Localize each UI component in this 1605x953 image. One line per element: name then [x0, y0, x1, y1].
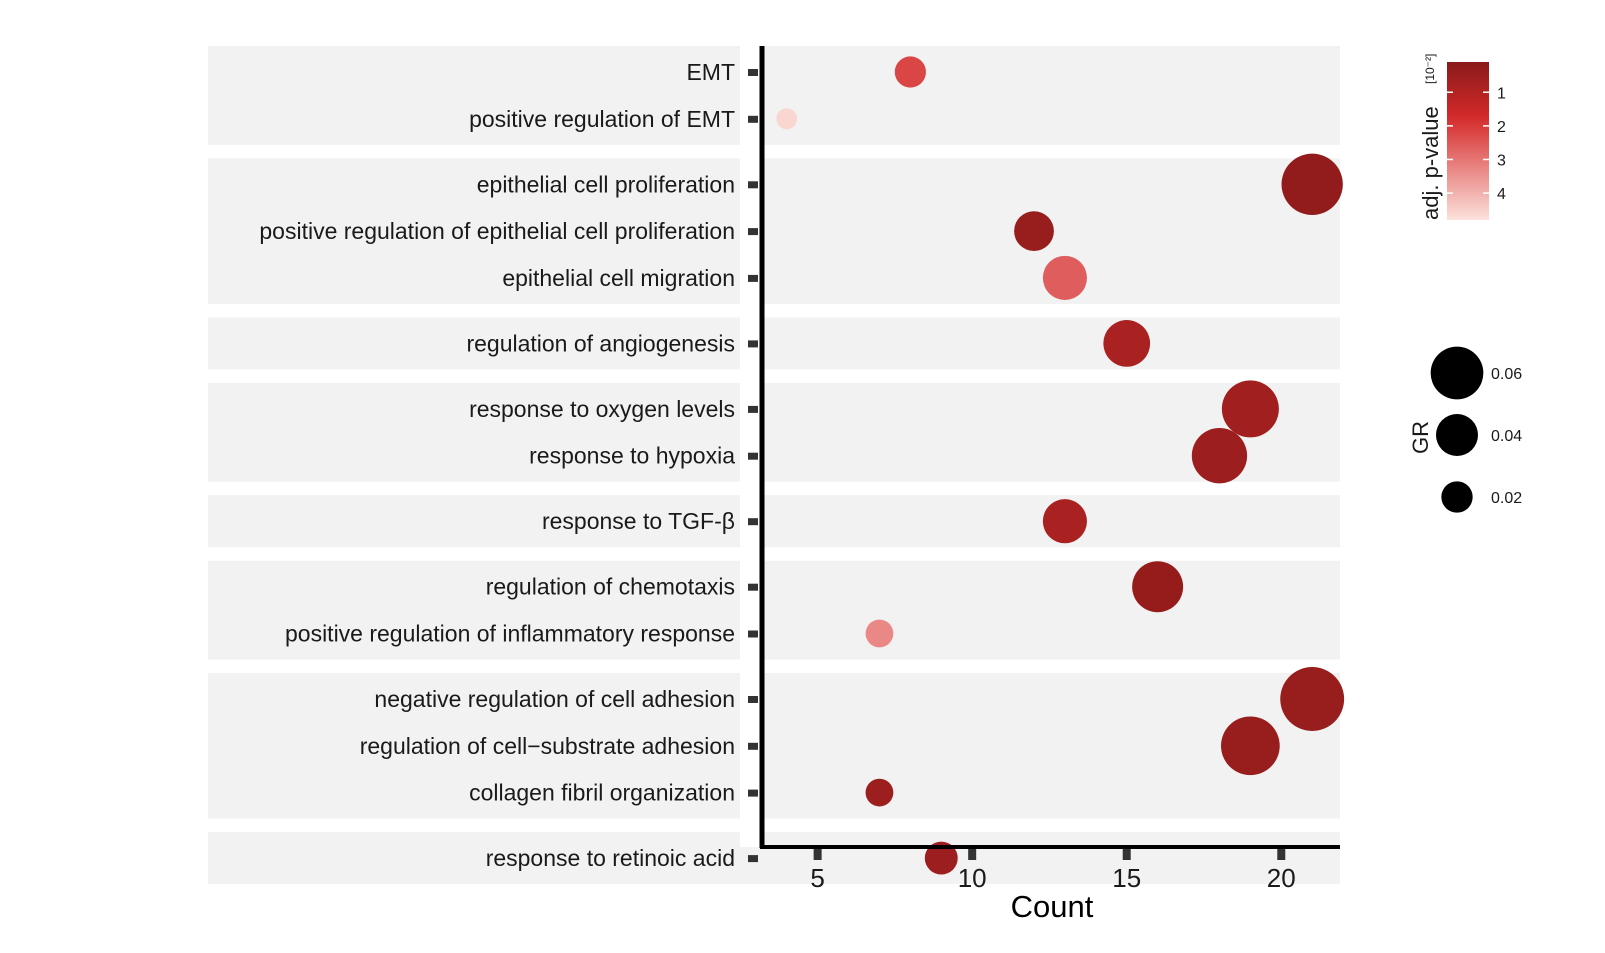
term-label: response to oxygen levels [469, 396, 735, 422]
data-point [1280, 667, 1345, 731]
color-legend-tick-label: 4 [1497, 186, 1506, 203]
x-axis-ticks: 5 10 15 20 [810, 848, 1296, 893]
x-tick-mark [968, 848, 977, 860]
y-tick-mark [748, 181, 758, 189]
data-point [1191, 428, 1248, 484]
data-point [1132, 561, 1184, 613]
data-point [1042, 255, 1087, 300]
term-label: negative regulation of cell adhesion [374, 686, 735, 712]
data-point [1014, 211, 1054, 252]
term-group-band [208, 673, 1340, 819]
size-legend-circle [1435, 413, 1479, 457]
color-legend-tick-label: 2 [1497, 119, 1506, 136]
axes [748, 46, 1340, 863]
x-tick-label: 5 [810, 863, 824, 893]
size-legend-circle [1430, 346, 1484, 400]
x-tick-mark [1277, 848, 1286, 860]
data-point [894, 56, 926, 88]
y-tick-mark [748, 405, 758, 413]
y-tick-mark [748, 789, 758, 797]
term-group-band [208, 46, 1340, 145]
axis-gap [740, 44, 762, 847]
y-tick-mark [748, 452, 758, 460]
data-point [1221, 380, 1279, 438]
size-legend-label: 0.02 [1491, 490, 1522, 507]
term-label: response to hypoxia [529, 443, 735, 469]
size-legend-label: 0.04 [1491, 428, 1522, 445]
data-point [1042, 499, 1087, 544]
data-point [865, 778, 894, 807]
term-group-band [208, 382, 1340, 482]
y-tick-mark [748, 742, 758, 750]
data-point [1281, 153, 1343, 215]
x-tick-label: 20 [1267, 863, 1296, 893]
term-label: regulation of chemotaxis [486, 574, 735, 600]
size-legend-title: GR [1408, 421, 1433, 454]
term-group-band [208, 495, 1340, 548]
y-axis-term-labels: EMT positive regulation of EMT epithelial … [259, 59, 735, 871]
y-tick-mark [748, 583, 758, 591]
term-label: epithelial cell proliferation [477, 171, 735, 197]
term-label: regulation of angiogenesis [466, 330, 735, 356]
data-point [924, 841, 958, 875]
term-label: EMT [686, 59, 735, 85]
x-tick-mark [1122, 848, 1131, 860]
y-tick-mark [748, 855, 758, 863]
data-point [865, 619, 894, 648]
term-label: regulation of cell−substrate adhesion [360, 733, 735, 759]
size-legend-label: 0.06 [1491, 366, 1522, 383]
term-label: epithelial cell migration [502, 265, 735, 291]
x-axis-title: Count [1011, 889, 1094, 924]
x-tick-label: 15 [1112, 863, 1141, 893]
color-legend-bar [1447, 62, 1489, 220]
data-point [776, 108, 798, 130]
y-tick-mark [748, 630, 758, 638]
data-point [1221, 716, 1280, 776]
y-tick-mark [748, 69, 758, 76]
color-legend-tick-label: 3 [1497, 152, 1506, 169]
color-legend-tick-label: 1 [1497, 85, 1506, 102]
term-label: collagen fibril organization [469, 780, 735, 806]
y-tick-mark [748, 696, 758, 703]
term-label: response to retinoic acid [486, 845, 735, 871]
data-points [776, 56, 1345, 875]
term-label: response to TGF-β [542, 508, 735, 534]
term-group-band [208, 832, 1340, 885]
color-legend-unit: [10⁻²] [1423, 54, 1437, 84]
size-legend-circle [1441, 481, 1473, 513]
y-tick-mark [748, 518, 758, 526]
y-tick-mark [748, 274, 758, 282]
x-tick-mark [813, 848, 822, 860]
color-legend-title: adj. p-value [1418, 106, 1443, 220]
term-label: positive regulation of epithelial cell p… [259, 218, 735, 244]
term-label: positive regulation of inflammatory resp… [285, 621, 735, 647]
y-tick-mark [748, 340, 758, 348]
term-group-band [208, 317, 1340, 370]
y-tick-mark [748, 115, 758, 123]
y-tick-mark [748, 228, 758, 236]
term-group-band [208, 158, 1340, 304]
size-legend: 0.06 0.04 0.02 GR [1408, 346, 1522, 513]
x-tick-label: 10 [958, 863, 987, 893]
color-legend: 1 2 3 4 adj. p-value [10⁻²] [1418, 54, 1506, 220]
term-label: positive regulation of EMT [469, 106, 735, 132]
data-point [1103, 320, 1151, 367]
